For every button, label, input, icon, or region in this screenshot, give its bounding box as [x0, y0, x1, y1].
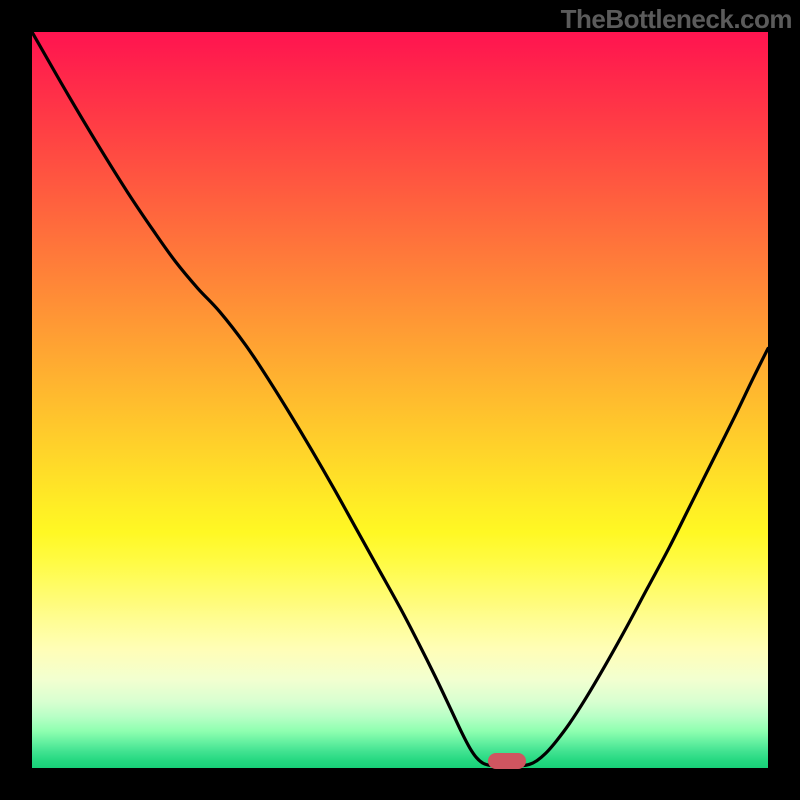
plot-area — [32, 32, 768, 768]
bottleneck-curve — [32, 32, 768, 768]
optimum-marker — [488, 753, 526, 769]
watermark-text: TheBottleneck.com — [561, 4, 792, 35]
chart-canvas: TheBottleneck.com — [0, 0, 800, 800]
